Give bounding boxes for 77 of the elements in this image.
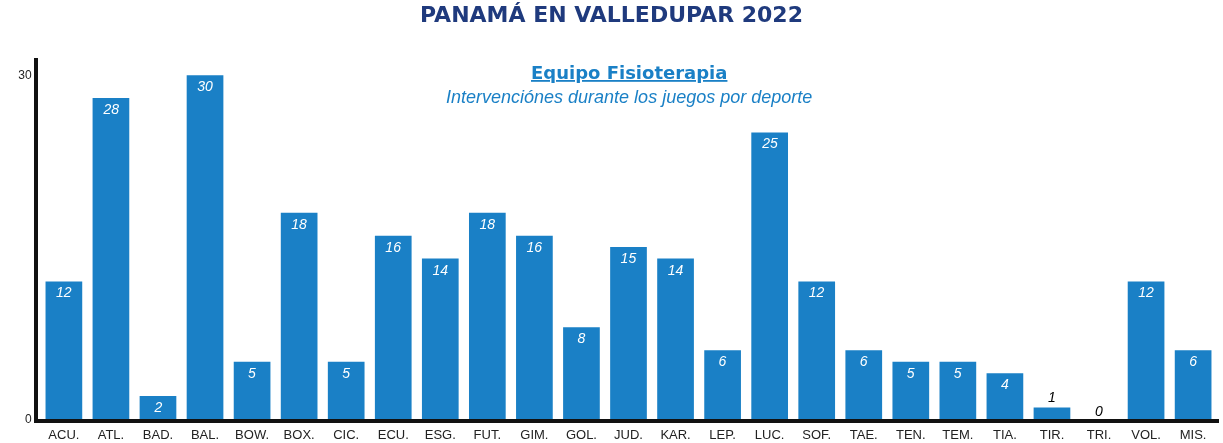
data-label: 5 [906, 364, 915, 381]
data-label: 8 [577, 330, 586, 347]
bar [751, 132, 789, 419]
x-tick-label: LUC. [754, 426, 785, 442]
bar [233, 361, 271, 419]
x-tick-label: TIA. [992, 426, 1017, 442]
x-tick-label: BAL. [190, 426, 220, 442]
bar [139, 396, 177, 419]
x-tick-label: GOL. [565, 426, 597, 442]
x-tick-label: KAR. [660, 426, 691, 442]
x-tick-label: TIR. [1039, 426, 1065, 442]
data-label: 5 [953, 364, 962, 381]
bar [563, 327, 600, 419]
data-label: 14 [432, 261, 449, 278]
data-label: 1 [1048, 388, 1056, 405]
x-tick-label: SOF. [802, 426, 832, 442]
x-tick-label: ESG. [424, 426, 456, 442]
data-label: 18 [479, 215, 496, 232]
bar [280, 212, 318, 419]
x-tick-label: VOL. [1131, 426, 1161, 442]
data-label: 6 [718, 353, 727, 370]
data-label: 0 [1095, 402, 1104, 419]
data-label: 6 [859, 353, 868, 370]
bar [327, 361, 365, 419]
data-label: 12 [808, 284, 825, 301]
bar [657, 258, 694, 419]
bar [798, 281, 836, 419]
x-tick-label: TRI. [1086, 426, 1112, 442]
bar [892, 361, 930, 419]
bar [939, 361, 977, 419]
data-label: 16 [526, 238, 543, 255]
bar [516, 235, 553, 419]
data-label: 28 [102, 101, 120, 118]
data-label: 12 [55, 284, 72, 301]
data-label: 25 [761, 135, 779, 152]
x-tick-label: FUT. [473, 426, 502, 442]
bar [374, 235, 412, 419]
bar [986, 373, 1024, 419]
x-tick-label: TEM. [942, 426, 974, 442]
data-label: 16 [385, 238, 402, 255]
bar [1174, 350, 1212, 419]
data-label: 18 [291, 215, 308, 232]
data-label: 5 [342, 364, 351, 381]
bar [1127, 281, 1165, 419]
data-label: 12 [1138, 284, 1154, 301]
bar [421, 258, 459, 419]
x-tick-label: ECU. [377, 426, 409, 442]
annotation: Intervenciónes durante los juegos por deporte [446, 87, 813, 107]
x-tick-label: BOW. [235, 426, 270, 442]
bar [610, 247, 647, 419]
data-label: 14 [667, 261, 684, 278]
x-tick-label: BAD. [142, 426, 174, 442]
chart-subtitle: Equipo Fisioterapia [531, 62, 728, 83]
bar [92, 98, 130, 419]
data-label: 4 [1000, 376, 1009, 393]
x-tick-label: GIM. [520, 426, 549, 442]
bar [1033, 407, 1071, 419]
data-label: 30 [197, 78, 213, 95]
data-label: 15 [620, 250, 637, 267]
x-tick-label: JUD. [614, 426, 643, 442]
x-tick-label: MIS. [1179, 426, 1207, 442]
data-label: 5 [248, 364, 257, 381]
x-tick-label: ACU. [48, 426, 80, 442]
x-tick-label: TAE. [849, 426, 878, 442]
bar [704, 350, 741, 419]
bar [45, 281, 83, 419]
data-label: 2 [153, 399, 163, 416]
x-tick-label: TEN. [896, 426, 926, 442]
data-label: 6 [1189, 353, 1198, 370]
x-tick-label: BOX. [283, 426, 315, 442]
x-tick-label: ATL. [97, 426, 125, 442]
chart-title: PANAMÁ EN VALLEDUPAR 2022 [420, 2, 803, 28]
bar [468, 212, 506, 419]
x-tick-label: CIC. [333, 426, 360, 442]
x-tick-label: LEP. [709, 426, 736, 442]
bar [845, 350, 883, 419]
bar [186, 75, 224, 419]
